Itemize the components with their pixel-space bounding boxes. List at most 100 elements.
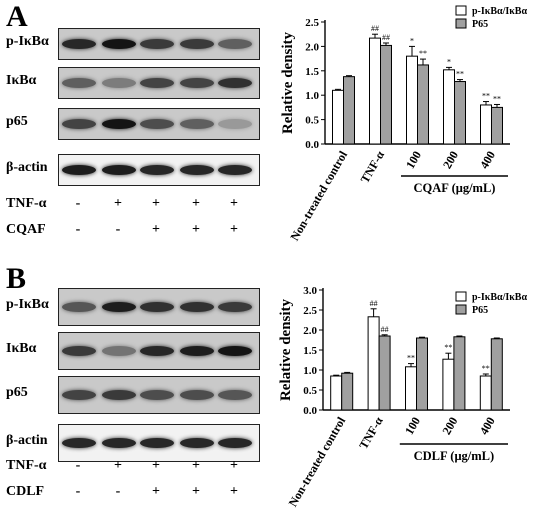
y-tick-label: 2.5 <box>305 17 319 29</box>
bar <box>378 335 391 411</box>
bar <box>491 106 503 145</box>
blot-band <box>62 302 96 312</box>
blot-band <box>140 165 174 175</box>
treatment-sign: - <box>75 458 81 473</box>
bar <box>453 336 466 411</box>
blot-band <box>62 119 96 129</box>
treatment-sign: - <box>75 222 81 237</box>
blot-strip <box>58 28 260 60</box>
bar <box>416 337 428 411</box>
blot-band <box>218 78 252 88</box>
y-tick-label: 1.0 <box>305 90 319 102</box>
significance-mark: ## <box>371 24 379 33</box>
blot-band <box>140 78 174 88</box>
blot-strip <box>58 376 260 414</box>
treatment-sign: - <box>75 484 81 499</box>
significance-mark: ** <box>456 70 464 79</box>
significance-mark: ## <box>381 325 389 334</box>
blot-band <box>102 78 136 88</box>
legend-label: p-IκBα/IκBα <box>472 6 527 17</box>
blot-band <box>180 78 214 88</box>
blot-band <box>218 438 252 448</box>
blot-band <box>62 78 96 88</box>
treatment-sign: + <box>230 458 238 473</box>
blot-band <box>218 165 252 175</box>
x-tick-label: 100 <box>403 149 424 172</box>
x-tick-label: 200 <box>440 149 461 172</box>
blot-strip <box>58 332 260 370</box>
blot-band <box>102 119 136 129</box>
y-tick-label: 1.5 <box>303 345 317 357</box>
blot-band <box>218 390 252 400</box>
bar <box>480 104 492 145</box>
group-label: CQAF (μg/mL) <box>414 181 496 195</box>
blot-band <box>218 119 252 129</box>
legend-swatch <box>455 304 467 315</box>
x-tick-label: TNF-α <box>358 148 388 185</box>
blot-strip <box>58 288 260 326</box>
legend-label: P65 <box>472 19 488 30</box>
bar <box>380 44 392 145</box>
blot-band <box>180 438 214 448</box>
treatment-sign: + <box>230 484 238 499</box>
blot-band <box>140 39 174 49</box>
x-tick-label: 400 <box>477 415 498 438</box>
significance-mark: ## <box>370 299 378 308</box>
blot-band <box>140 390 174 400</box>
y-tick-label: 0.5 <box>303 385 317 397</box>
treatment-sign: + <box>230 196 238 211</box>
blot-strip <box>58 67 260 99</box>
blot-label: IκBα <box>6 73 37 88</box>
blot-band <box>62 346 96 356</box>
blot-strip <box>58 424 260 462</box>
y-tick-label: 2.5 <box>303 305 317 317</box>
treatment-sign: + <box>152 222 160 237</box>
group-label: CDLF (μg/mL) <box>414 449 495 463</box>
treatment-sign: + <box>114 196 122 211</box>
legend-swatch <box>455 291 467 302</box>
legend-swatch <box>455 18 467 29</box>
y-tick-label: 2.0 <box>303 325 317 337</box>
x-tick-label: 400 <box>477 149 498 172</box>
y-tick-label: 1.0 <box>303 365 317 377</box>
blot-band <box>180 39 214 49</box>
blot-label: p-IκBα <box>6 297 49 312</box>
treatment-label: TNF-α <box>6 196 47 211</box>
blot-band <box>102 39 136 49</box>
y-tick-label: 0.5 <box>305 115 319 127</box>
blot-band <box>102 165 136 175</box>
treatment-label: CDLF <box>6 484 45 499</box>
legend-label: P65 <box>472 305 488 316</box>
treatment-sign: + <box>152 458 160 473</box>
treatment-sign: + <box>192 196 200 211</box>
bar <box>442 358 455 411</box>
significance-mark: ** <box>444 343 452 352</box>
y-tick-label: 3.0 <box>303 285 317 297</box>
y-tick-label: 1.5 <box>305 66 319 78</box>
blot-band <box>218 346 252 356</box>
legend-label: p-IκBα/IκBα <box>472 292 527 303</box>
treatment-sign: - <box>115 222 121 237</box>
blot-band <box>180 346 214 356</box>
blot-band <box>180 302 214 312</box>
x-tick-label: 100 <box>402 415 423 438</box>
blot-band <box>62 438 96 448</box>
blot-label: IκBα <box>6 341 37 356</box>
legend-swatch <box>455 5 467 16</box>
blot-strip <box>58 108 260 140</box>
bar <box>341 372 354 411</box>
bar <box>490 338 503 411</box>
blot-band <box>140 302 174 312</box>
blot-band <box>218 39 252 49</box>
blot-label: β-actin <box>6 160 48 175</box>
treatment-sign: + <box>192 484 200 499</box>
y-tick-label: 2.0 <box>305 41 319 53</box>
blot-label: p-IκBα <box>6 34 49 49</box>
blot-band <box>102 302 136 312</box>
blot-band <box>140 438 174 448</box>
blot-label: p65 <box>6 385 28 400</box>
blot-band <box>102 438 136 448</box>
y-tick-label: 0.0 <box>303 405 317 417</box>
blot-band <box>62 39 96 49</box>
blot-strip <box>58 154 260 186</box>
